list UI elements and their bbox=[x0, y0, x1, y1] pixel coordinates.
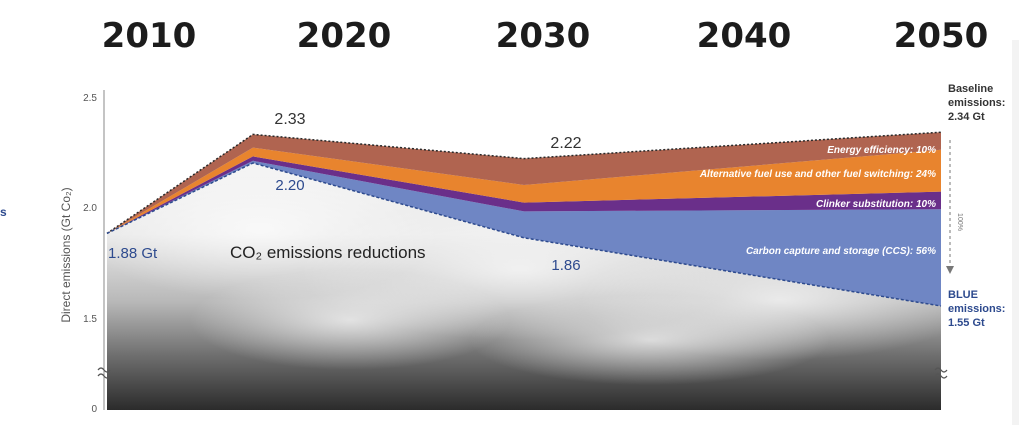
series-label-0: Carbon capture and storage (CCS): 56% bbox=[746, 246, 936, 257]
decade-label-2040: 2040 bbox=[697, 16, 792, 56]
area-0 bbox=[107, 160, 941, 306]
peak-baseline-label: 2.33 bbox=[274, 111, 305, 128]
series-label-3: Energy efficiency: 10% bbox=[827, 145, 936, 156]
blue-end-label-2: 1.55 Gt bbox=[948, 317, 985, 329]
mid-baseline-label: 2.22 bbox=[550, 135, 581, 152]
area-3 bbox=[107, 132, 941, 234]
axis-layer: 2.5 2.0 1.5 0 Direct emissions (Gt Co₂) bbox=[59, 90, 954, 415]
area-2 bbox=[107, 147, 941, 234]
axis-break-1 bbox=[97, 373, 111, 379]
blue-end-label-0: BLUE bbox=[948, 289, 978, 301]
y-tick-0: 2.5 bbox=[83, 93, 97, 104]
smoke-cloud-4 bbox=[470, 295, 830, 385]
right-edge-shade bbox=[1012, 40, 1019, 425]
blue-line bbox=[106, 162, 942, 307]
mask-above-baseline bbox=[107, 120, 941, 234]
axis-break-3 bbox=[934, 373, 948, 379]
y-tick-2: 1.5 bbox=[83, 314, 97, 325]
line-layer bbox=[106, 131, 942, 307]
cropped-left-glyph: s bbox=[0, 205, 7, 219]
decade-label-2020: 2020 bbox=[297, 16, 392, 56]
peak-blue-label: 2.20 bbox=[275, 177, 304, 194]
y-tick-1: 2.0 bbox=[83, 203, 97, 214]
baseline-end-label-0: Baseline bbox=[948, 83, 993, 95]
decade-label-2010: 2010 bbox=[102, 16, 197, 56]
series-label-2: Alternative fuel use and other fuel swit… bbox=[699, 169, 936, 180]
series-label-1: Clinker substitution: 10% bbox=[816, 199, 936, 210]
decade-label-2030: 2030 bbox=[496, 16, 591, 56]
smoke-cloud-3 bbox=[190, 270, 510, 370]
baseline-end-label-2: 2.34 Gt bbox=[948, 111, 985, 123]
baseline-end-label-1: emissions: bbox=[948, 97, 1005, 109]
text-layer: 2010 2020 2030 2040 2050 100% 1.88 Gt 2.33 2.20 2… bbox=[102, 16, 1006, 329]
baseline-line bbox=[106, 131, 942, 235]
mid-blue-label: 1.86 bbox=[551, 257, 580, 274]
axis-break-0 bbox=[97, 367, 111, 373]
pct-total-label: 100% bbox=[956, 213, 963, 231]
start-value-label: 1.88 Gt bbox=[108, 245, 158, 262]
blue-end-label-1: emissions: bbox=[948, 303, 1005, 315]
reductions-label: CO₂ emissions reductions bbox=[230, 243, 426, 262]
area-layer bbox=[107, 132, 941, 306]
axis-break-2 bbox=[934, 367, 948, 373]
left-edge bbox=[0, 170, 7, 230]
y-tick-3: 0 bbox=[91, 404, 97, 415]
y-axis-title: Direct emissions (Gt Co₂) bbox=[59, 187, 73, 322]
pct-arrowhead bbox=[946, 266, 954, 274]
decade-label-2050: 2050 bbox=[894, 16, 989, 56]
